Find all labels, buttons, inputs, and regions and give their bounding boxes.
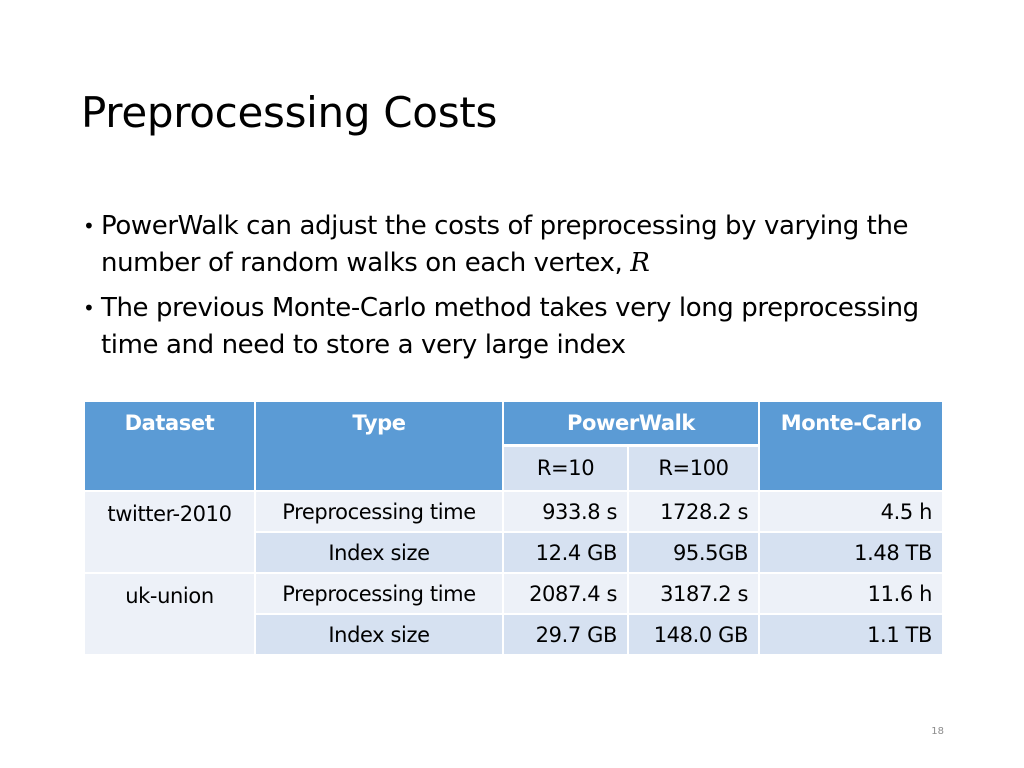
bullet-text: PowerWalk can adjust the costs of prepro… xyxy=(101,211,909,278)
cell-r10: 29.7 GB xyxy=(502,613,629,656)
cell-type: Index size xyxy=(254,531,504,574)
header-r10: R=10 xyxy=(502,443,629,492)
bullet-marker: • xyxy=(83,296,95,320)
cell-monte-carlo: 11.6 h xyxy=(758,572,944,615)
table-row: Index size 29.7 GB 148.0 GB 1.1 TB xyxy=(84,613,944,656)
header-monte-carlo: Monte-Carlo xyxy=(758,400,944,492)
header-powerwalk: PowerWalk xyxy=(502,400,760,446)
page-number: 18 xyxy=(931,726,944,737)
cell-r10: 2087.4 s xyxy=(502,572,629,615)
cell-type: Index size xyxy=(254,613,504,656)
cell-r100: 148.0 GB xyxy=(627,613,760,656)
preprocessing-costs-table: Dataset Type PowerWalk Monte-Carlo R=10 … xyxy=(83,400,944,656)
table-header-row: Dataset Type PowerWalk Monte-Carlo xyxy=(83,400,944,492)
cell-monte-carlo: 1.1 TB xyxy=(758,613,944,656)
bullet-text: The previous Monte-Carlo method takes ve… xyxy=(101,293,919,360)
header-dataset: Dataset xyxy=(83,400,256,492)
table-row: uk-union Preprocessing time 2087.4 s 318… xyxy=(83,572,944,656)
cell-dataset: twitter-2010 xyxy=(83,490,256,574)
table-row: twitter-2010 Preprocessing time 933.8 s … xyxy=(83,490,944,574)
cell-monte-carlo: 1.48 TB xyxy=(758,531,944,574)
variable-r: R xyxy=(630,248,650,278)
header-type: Type xyxy=(254,400,504,492)
cell-r100: 3187.2 s xyxy=(627,572,760,615)
cell-r10: 933.8 s xyxy=(502,490,629,533)
bullet-item-monte-carlo: • The previous Monte-Carlo method takes v… xyxy=(83,290,963,364)
cell-dataset: uk-union xyxy=(83,572,256,656)
cell-r10: 12.4 GB xyxy=(502,531,629,574)
bullet-marker: • xyxy=(83,214,95,238)
table-subheader-row: R=10 R=100 xyxy=(84,443,943,492)
slide-title: Preprocessing Costs xyxy=(81,88,498,137)
table-row: Index size 12.4 GB 95.5GB 1.48 TB xyxy=(84,531,944,574)
cell-type: Preprocessing time xyxy=(254,572,504,615)
cell-r100: 1728.2 s xyxy=(627,490,760,533)
cell-r100: 95.5GB xyxy=(627,531,760,574)
bullet-list: • PowerWalk can adjust the costs of prepr… xyxy=(83,208,963,372)
cell-monte-carlo: 4.5 h xyxy=(758,490,944,533)
cell-type: Preprocessing time xyxy=(254,490,504,533)
header-r100: R=100 xyxy=(627,443,760,492)
bullet-item-powerwalk: • PowerWalk can adjust the costs of prepr… xyxy=(83,208,963,282)
